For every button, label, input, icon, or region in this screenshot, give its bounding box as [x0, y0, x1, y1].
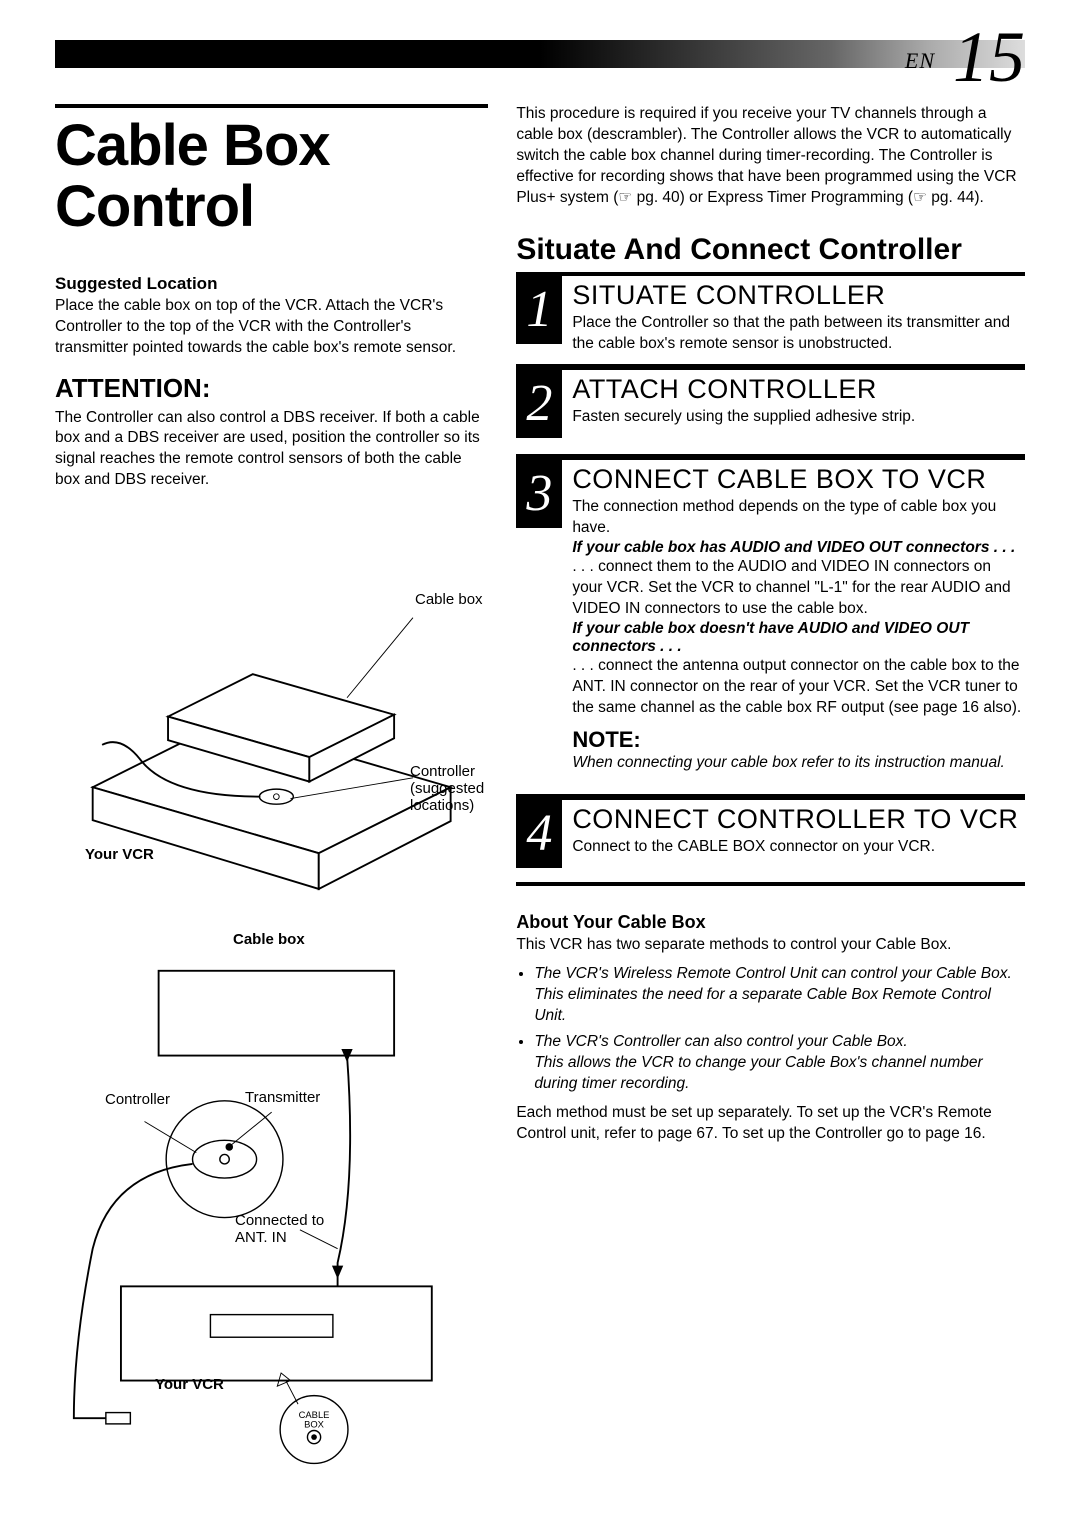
step-3-note: When connecting your cable box refer to …	[572, 753, 1025, 774]
title-rule	[55, 104, 488, 108]
about-bullet-1-line2: This eliminates the need for a separate …	[534, 986, 991, 1024]
step-number-1: 1	[516, 276, 562, 344]
step-3-body1: . . . connect them to the AUDIO and VIDE…	[572, 557, 1025, 620]
step-4-title: CONNECT CONTROLLER TO VCR	[572, 804, 1025, 835]
step-3-bold2: If your cable box doesn't have AUDIO and…	[572, 620, 1025, 656]
attention-body: The Controller can also control a DBS re…	[55, 408, 488, 492]
left-column: Cable Box Control Suggested Location Pla…	[55, 76, 488, 1491]
diagram-isometric: Cable box Your VCR Controller (suggested…	[55, 541, 488, 911]
step-number-3: 3	[516, 460, 562, 528]
step-3-body2: . . . connect the antenna output connect…	[572, 656, 1025, 719]
diag2-vcr-label: Your VCR	[155, 1376, 224, 1393]
diag2-controller-label: Controller	[105, 1091, 170, 1108]
diag2-connected-label: Connected to ANT. IN	[235, 1213, 345, 1246]
about-bullet-2-line2: This allows the VCR to change your Cable…	[534, 1054, 982, 1092]
step-number-2: 2	[516, 370, 562, 438]
diag1-cablebox-label: Cable box	[415, 591, 483, 608]
diag1-suggested-label: (suggested locations)	[410, 781, 488, 814]
attention-heading: ATTENTION:	[55, 373, 488, 404]
about-outro: Each method must be set up separately. T…	[516, 1103, 1025, 1145]
step-1-title: SITUATE CONTROLLER	[572, 280, 1025, 311]
diagram-front: CABLE BOX Cable box Controller Transmitt…	[55, 931, 488, 1491]
step-3-bold1: If your cable box has AUDIO and VIDEO OU…	[572, 539, 1025, 557]
about-intro: This VCR has two separate methods to con…	[516, 935, 1025, 956]
step-1: 1 SITUATE CONTROLLER Place the Controlle…	[516, 272, 1025, 367]
page-lang: EN	[905, 48, 935, 74]
header-gradient-bar: EN 15	[55, 40, 1025, 68]
step-2-title: ATTACH CONTROLLER	[572, 374, 1025, 405]
about-bullet-2: The VCR's Controller can also control yo…	[534, 1032, 1025, 1095]
about-bullet-2-line1: The VCR's Controller can also control yo…	[534, 1033, 907, 1050]
step-number-4: 4	[516, 800, 562, 868]
diag1-controller-label: Controller	[410, 763, 475, 780]
step-2: 2 ATTACH CONTROLLER Fasten securely usin…	[516, 366, 1025, 456]
page-number: 15	[953, 16, 1025, 99]
step-4: 4 CONNECT CONTROLLER TO VCR Connect to t…	[516, 796, 1025, 886]
step-1-body: Place the Controller so that the path be…	[572, 313, 1025, 355]
step-4-body: Connect to the CABLE BOX connector on yo…	[572, 837, 1025, 858]
svg-text:BOX: BOX	[304, 1419, 325, 1430]
diag1-vcr-label: Your VCR	[85, 846, 154, 863]
page-title: Cable Box Control	[55, 116, 488, 238]
step-3-title: CONNECT CABLE BOX TO VCR	[572, 464, 1025, 495]
about-bullet-1: The VCR's Wireless Remote Control Unit c…	[534, 964, 1025, 1027]
right-column: This procedure is required if you receiv…	[516, 76, 1025, 1491]
suggested-body: Place the cable box on top of the VCR. A…	[55, 296, 488, 359]
diag2-cablebox-label: Cable box	[233, 931, 305, 948]
section-heading: Situate And Connect Controller	[516, 233, 1025, 266]
suggested-heading: Suggested Location	[55, 274, 488, 294]
intro-paragraph: This procedure is required if you receiv…	[516, 104, 1025, 209]
about-heading: About Your Cable Box	[516, 912, 1025, 933]
step-3-note-h: NOTE:	[572, 727, 1025, 753]
step-3: 3 CONNECT CABLE BOX TO VCR The connectio…	[516, 456, 1025, 795]
about-bullets: The VCR's Wireless Remote Control Unit c…	[516, 964, 1025, 1096]
diag2-transmitter-label: Transmitter	[245, 1089, 320, 1106]
step-2-body: Fasten securely using the supplied adhes…	[572, 407, 1025, 428]
about-bullet-1-line1: The VCR's Wireless Remote Control Unit c…	[534, 965, 1011, 982]
step-3-body: The connection method depends on the typ…	[572, 497, 1025, 539]
